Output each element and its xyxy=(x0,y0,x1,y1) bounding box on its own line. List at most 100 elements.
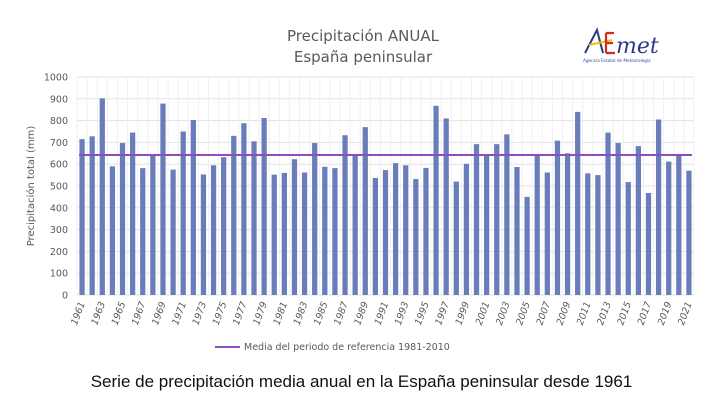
y-tick-label: 300 xyxy=(50,225,68,236)
x-tick-label: 1969 xyxy=(150,300,169,326)
x-axis-ticks: 1961 1963 1965 1967 1969 1971 1973 1975 1977 1979… xyxy=(69,300,694,326)
bar-2002 xyxy=(494,144,500,295)
bar-1979 xyxy=(261,117,267,295)
figure-caption: Serie de precipitación media anual en la… xyxy=(90,372,633,391)
x-tick-label: 1979 xyxy=(251,300,270,326)
x-tick-label: 2013 xyxy=(595,300,614,326)
x-tick-label: 1997 xyxy=(433,300,452,326)
bar-1991 xyxy=(382,170,389,295)
x-tick-label: 1991 xyxy=(373,300,392,326)
x-tick-label: 1987 xyxy=(332,300,351,326)
bar-2010 xyxy=(575,111,581,295)
legend: Media del periodo de referencia 1981-201… xyxy=(215,342,450,353)
bar-2013 xyxy=(605,132,611,295)
bar-1966 xyxy=(130,132,136,295)
bar-2001 xyxy=(484,155,490,295)
bar-2018 xyxy=(655,119,662,295)
x-tick-label: 1975 xyxy=(211,300,230,326)
bar-1965 xyxy=(119,143,126,295)
logo-yellow-stroke xyxy=(588,39,613,46)
bar-1975 xyxy=(221,157,227,295)
x-tick-label: 1963 xyxy=(89,300,108,326)
bar-1999 xyxy=(463,163,470,295)
x-tick-label: 2003 xyxy=(494,300,513,326)
x-tick-label: 2001 xyxy=(474,300,493,326)
bar-1970 xyxy=(170,169,176,295)
bar-1973 xyxy=(200,174,207,295)
bar-1962 xyxy=(89,136,95,295)
y-tick-label: 800 xyxy=(50,116,68,127)
y-tick-label: 600 xyxy=(50,160,68,171)
bar-1981 xyxy=(281,172,287,295)
bar-2008 xyxy=(554,140,561,295)
bar-1976 xyxy=(231,135,237,295)
y-axis-ticks: 0 100 200 300 400 500 600 700 800 900 1000 xyxy=(44,73,68,302)
y-tick-label: 400 xyxy=(50,203,68,214)
x-tick-label: 1983 xyxy=(292,300,311,326)
bar-1967 xyxy=(140,168,146,295)
bars xyxy=(79,98,692,295)
y-tick-label: 100 xyxy=(50,269,68,280)
bar-2006 xyxy=(534,155,540,295)
bar-2016 xyxy=(635,146,641,295)
x-tick-label: 1977 xyxy=(231,300,250,326)
bar-1972 xyxy=(190,119,196,295)
bar-2005 xyxy=(524,196,530,295)
bar-2009 xyxy=(564,153,571,295)
bar-1996 xyxy=(433,105,439,295)
bar-1983 xyxy=(301,172,308,295)
bar-2007 xyxy=(544,172,550,295)
x-tick-label: 1961 xyxy=(69,300,88,326)
y-tick-label: 700 xyxy=(50,138,68,149)
x-tick-label: 2015 xyxy=(615,300,634,326)
y-tick-label: 900 xyxy=(50,94,68,105)
x-tick-label: 2019 xyxy=(656,300,675,326)
bar-1988 xyxy=(352,155,358,295)
bar-2000 xyxy=(473,144,480,295)
x-tick-label: 2011 xyxy=(575,300,594,326)
bar-1969 xyxy=(160,103,166,295)
bar-1995 xyxy=(423,167,429,295)
x-tick-label: 1965 xyxy=(110,300,129,326)
bar-2015 xyxy=(625,182,631,295)
bar-2017 xyxy=(645,192,652,295)
logo-a-shape xyxy=(584,27,604,54)
bar-2004 xyxy=(514,167,520,295)
bar-2012 xyxy=(595,175,601,295)
aemet-logo: met Agencia Estatal de Meteorología xyxy=(583,27,659,63)
logo-subtitle: Agencia Estatal de Meteorología xyxy=(583,58,651,63)
x-tick-label: 1981 xyxy=(272,300,291,326)
bar-1989 xyxy=(362,127,368,295)
bar-2019 xyxy=(666,161,672,295)
x-tick-label: 1989 xyxy=(352,300,371,326)
bar-1978 xyxy=(251,141,257,295)
bar-1998 xyxy=(453,181,459,295)
bar-1980 xyxy=(271,174,277,295)
x-tick-label: 1973 xyxy=(191,300,210,326)
bar-1974 xyxy=(210,165,217,295)
x-tick-label: 1995 xyxy=(413,300,432,326)
y-axis-title: Precipitación total (mm) xyxy=(25,126,37,247)
bar-1963 xyxy=(99,98,105,295)
bar-1990 xyxy=(372,177,379,295)
bar-1971 xyxy=(180,131,186,295)
bar-1992 xyxy=(392,163,399,295)
x-tick-label: 2017 xyxy=(636,300,655,326)
logo-met-text: met xyxy=(616,34,659,59)
bar-1968 xyxy=(150,155,156,295)
x-tick-label: 1971 xyxy=(170,300,189,326)
x-tick-label: 2009 xyxy=(555,300,574,326)
logo-e-shape xyxy=(604,31,615,55)
bar-1961 xyxy=(79,139,85,295)
chart-title-line-2: España peninsular xyxy=(294,48,433,66)
x-tick-label: 1993 xyxy=(393,300,412,326)
x-tick-label: 2007 xyxy=(535,300,554,326)
legend-label-reference-line: Media del periodo de referencia 1981-201… xyxy=(244,342,450,353)
bar-1985 xyxy=(322,166,328,295)
bar-1987 xyxy=(342,135,348,295)
y-tick-label: 1000 xyxy=(44,73,68,84)
bar-1997 xyxy=(443,118,449,295)
gridlines xyxy=(76,76,695,296)
bar-1993 xyxy=(403,165,409,295)
